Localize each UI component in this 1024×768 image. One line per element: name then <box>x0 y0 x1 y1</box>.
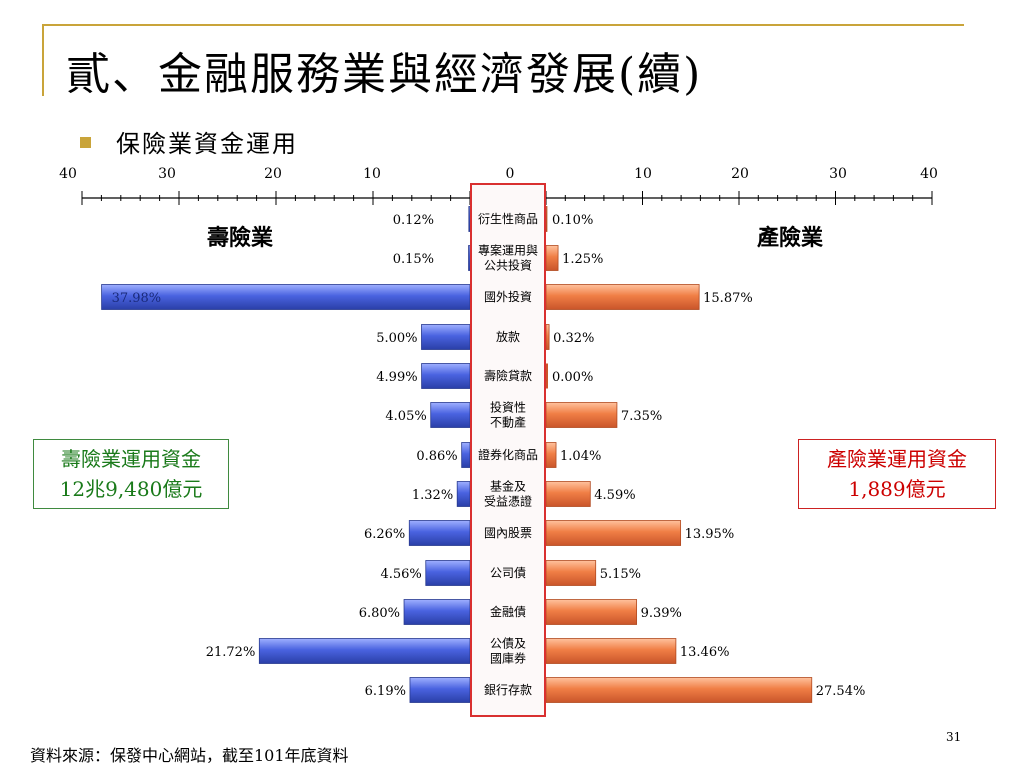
property-value-label: 13.95% <box>685 527 735 542</box>
category-label: 基金及 <box>490 479 526 494</box>
property-bar <box>545 560 597 586</box>
slide-subtitle: 保險業資金運用 <box>116 130 298 158</box>
life-bar <box>258 638 471 664</box>
property-insurance-total-amount: 1,889億元 <box>848 477 946 501</box>
life-value-label: 4.99% <box>376 370 417 385</box>
life-bar <box>101 284 471 310</box>
category-label: 國內股票 <box>484 526 532 540</box>
life-value-label: 1.32% <box>412 488 453 503</box>
property-value-label: 0.32% <box>553 331 594 346</box>
property-bar <box>545 324 550 350</box>
property-bar <box>545 442 557 468</box>
property-value-label: 1.25% <box>562 252 603 267</box>
axis-tick-label: 20 <box>264 166 282 182</box>
category-label: 銀行存款 <box>484 683 532 697</box>
property-value-label: 27.54% <box>816 684 866 699</box>
life-bar <box>456 481 471 507</box>
category-label: 公共投資 <box>484 258 532 273</box>
life-value-label: 6.80% <box>359 606 400 621</box>
category-label: 放款 <box>496 329 520 344</box>
property-value-label: 13.46% <box>680 645 730 660</box>
property-bar <box>545 206 548 232</box>
life-bar <box>468 245 471 271</box>
life-bar <box>425 560 471 586</box>
category-label: 衍生性商品 <box>478 211 538 226</box>
property-bar <box>545 284 700 310</box>
property-bar <box>545 520 682 546</box>
title-side-rule <box>42 24 44 96</box>
property-value-label: 7.35% <box>621 409 662 424</box>
life-value-label: 0.12% <box>393 213 434 228</box>
category-column-box <box>470 183 546 717</box>
axis-tick-label: 10 <box>634 166 652 182</box>
property-value-label: 1.04% <box>560 449 601 464</box>
axis-tick-label: 40 <box>920 166 938 182</box>
category-label: 不動產 <box>490 415 526 430</box>
life-bar <box>403 599 471 625</box>
life-bar <box>421 363 471 389</box>
life-value-label: 0.86% <box>416 449 457 464</box>
life-insurance-total-title: 壽險業運用資金 <box>61 447 201 471</box>
life-value-label: 21.72% <box>206 645 256 660</box>
life-bar <box>421 324 471 350</box>
category-label: 公司債 <box>490 565 526 580</box>
property-value-label: 0.10% <box>552 213 593 228</box>
category-label: 專案運用與 <box>478 243 538 258</box>
axis-tick-label: 40 <box>59 166 77 182</box>
axis-tick-label: 10 <box>363 166 381 182</box>
axis-tick-label: 20 <box>731 166 749 182</box>
property-bar <box>545 599 638 625</box>
life-insurance-total-box: 壽險業運用資金 12兆9,480億元 <box>33 439 229 509</box>
butterfly-bar-chart: 40 30 20 10 0 10 20 30 40 0.12% 0.10% 0.15% 1.25% 37… <box>59 166 938 717</box>
category-label: 受益憑證 <box>484 494 532 509</box>
category-label: 國庫券 <box>490 651 526 666</box>
category-label: 證券化商品 <box>478 447 538 462</box>
category-label: 金融債 <box>490 604 526 619</box>
title-top-rule <box>42 24 964 26</box>
data-source-note: 資料來源：保發中心網站，截至101年底資料 <box>30 746 349 765</box>
life-value-label: 6.19% <box>365 684 406 699</box>
category-label: 國外投資 <box>484 289 532 304</box>
property-value-label: 5.15% <box>600 567 641 582</box>
property-bar <box>545 677 813 703</box>
property-value-label: 15.87% <box>703 291 753 306</box>
property-bar <box>546 363 548 389</box>
property-insurance-total-box: 產險業運用資金 1,889億元 <box>798 439 996 509</box>
life-insurance-series-name: 壽險業 <box>207 225 274 251</box>
category-label: 公債及 <box>490 636 526 651</box>
life-bar <box>468 206 471 232</box>
page-number: 31 <box>946 730 962 744</box>
life-value-label: 4.56% <box>380 567 421 582</box>
life-value-label: 4.05% <box>385 409 426 424</box>
life-value-label: 0.15% <box>393 252 434 267</box>
life-value-label: 5.00% <box>376 331 417 346</box>
life-value-label: 6.26% <box>364 527 405 542</box>
axis-tick-label: 30 <box>829 166 847 182</box>
property-bar <box>545 481 591 507</box>
category-label: 壽險貸款 <box>484 368 532 383</box>
slide-title: 貳、金融服務業與經濟發展(續) <box>66 49 703 100</box>
life-bar <box>430 402 471 428</box>
property-bar <box>545 245 559 271</box>
property-value-label: 9.39% <box>641 606 682 621</box>
life-bar <box>409 677 471 703</box>
category-label: 投資性 <box>490 400 526 415</box>
life-bar <box>408 520 471 546</box>
property-insurance-series-name: 產險業 <box>757 225 824 251</box>
property-bar <box>545 402 618 428</box>
axis-tick-label: 30 <box>158 166 176 182</box>
life-bar <box>461 442 471 468</box>
life-insurance-total-amount: 12兆9,480億元 <box>59 477 203 501</box>
axis-tick-label: 0 <box>506 166 515 182</box>
property-value-label: 0.00% <box>552 370 593 385</box>
life-value-label: 37.98% <box>112 291 162 306</box>
bullet-square-icon <box>80 137 91 148</box>
property-insurance-total-title: 產險業運用資金 <box>827 447 967 471</box>
property-bar <box>545 638 677 664</box>
property-value-label: 4.59% <box>594 488 635 503</box>
